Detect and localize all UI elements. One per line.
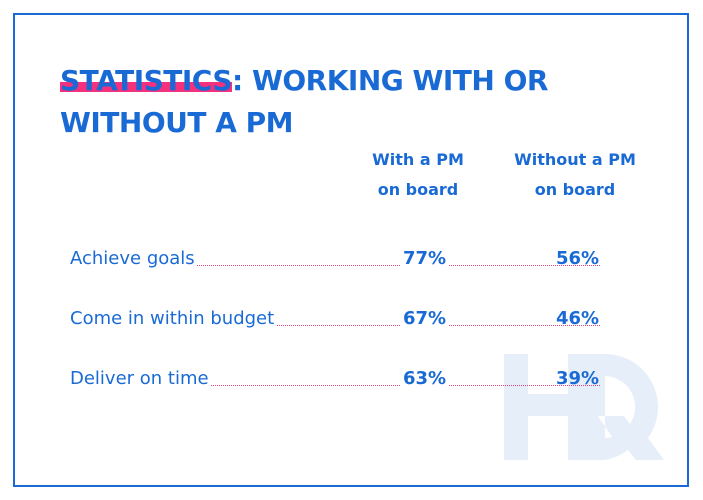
value-with-pm: 77% (401, 248, 449, 269)
header-line: on board (534, 180, 616, 199)
title-highlight: STATISTICS (60, 60, 233, 102)
row-label: Come in within budget (70, 308, 277, 329)
hq-logo-watermark (504, 354, 664, 460)
table-row: Deliver on time 63% 39% (70, 368, 600, 392)
header-line: on board (377, 180, 459, 199)
logo-h-bar (504, 394, 592, 416)
value-with-pm: 67% (401, 308, 449, 329)
value-with-pm: 63% (401, 368, 449, 389)
value-without-pm: 39% (556, 368, 600, 389)
dotted-leader (70, 265, 600, 266)
logo-q (592, 354, 664, 460)
dotted-leader (70, 385, 600, 386)
page-title: STATISTICS: WORKING WITH OR WITHOUT A PM (60, 60, 548, 144)
column-header-with-pm: With a PM on board (343, 145, 493, 205)
table-row: Come in within budget 67% 46% (70, 308, 600, 332)
row-label: Achieve goals (70, 248, 197, 269)
column-header-without-pm: Without a PM on board (500, 145, 650, 205)
value-without-pm: 56% (556, 248, 600, 269)
value-without-pm: 46% (556, 308, 600, 329)
header-line: Without a PM (514, 150, 636, 169)
row-label: Deliver on time (70, 368, 211, 389)
title-line1: : WORKING WITH OR (232, 64, 548, 97)
title-line2: WITHOUT A PM (60, 106, 294, 139)
table-row: Achieve goals 77% 56% (70, 248, 600, 272)
frame-border (13, 13, 689, 487)
header-line: With a PM (372, 150, 464, 169)
dotted-leader (70, 325, 600, 326)
